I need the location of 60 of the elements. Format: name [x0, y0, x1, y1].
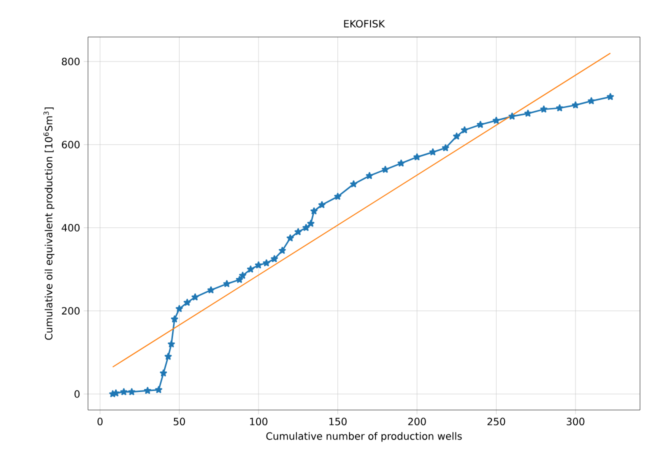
point: [524, 110, 532, 117]
point: [350, 180, 358, 188]
point: [572, 101, 580, 108]
point: [492, 116, 500, 124]
point: [128, 388, 136, 396]
point: [453, 132, 460, 140]
y-tick-label: 200: [62, 307, 80, 315]
y-tick-label: 600: [62, 140, 80, 148]
point: [442, 144, 450, 152]
x-tick-label: 100: [250, 418, 268, 426]
x-tick-label: 150: [329, 418, 347, 426]
point: [302, 224, 310, 231]
point: [382, 166, 389, 173]
point: [307, 220, 314, 227]
point: [262, 259, 270, 266]
point: [223, 280, 230, 288]
point: [429, 148, 436, 156]
point: [239, 272, 246, 279]
point: [366, 172, 374, 179]
point: [236, 276, 244, 283]
point: [334, 192, 342, 200]
point: [144, 386, 152, 394]
point: [192, 293, 199, 300]
y-tick-label: 800: [62, 58, 80, 66]
point: [168, 340, 175, 348]
point: [176, 305, 183, 312]
x-tick-label: 50: [174, 418, 185, 426]
point: [286, 234, 294, 242]
point: [247, 266, 254, 272]
point: [460, 126, 468, 134]
point: [294, 228, 302, 236]
x-tick-label: 200: [408, 418, 426, 426]
point: [155, 386, 162, 394]
point: [310, 207, 318, 214]
point: [540, 106, 548, 112]
point: [318, 201, 326, 208]
point: [170, 315, 178, 322]
point: [398, 160, 405, 167]
point: [588, 97, 595, 104]
x-tick-label: 0: [98, 418, 103, 426]
point: [160, 369, 168, 376]
x-tick-label: 300: [566, 418, 584, 426]
point: [120, 388, 128, 396]
chart-title: EKOFISK: [344, 20, 386, 28]
y-tick-label: 400: [62, 224, 80, 232]
y-axis-title: Cumulative oil equivalent production [10$^{6}$Sm$^{3}$]: [44, 108, 54, 340]
point: [606, 93, 614, 100]
point: [164, 352, 172, 360]
point: [254, 261, 262, 268]
point: [413, 153, 421, 160]
y-tick-label: 0: [74, 390, 80, 398]
point: [207, 286, 215, 294]
point: [476, 120, 484, 128]
point: [508, 112, 516, 120]
x-tick-label: 250: [487, 418, 506, 426]
point: [270, 255, 278, 262]
point: [556, 104, 564, 112]
x-axis-title: Cumulative number of production wells: [266, 432, 462, 442]
point: [184, 298, 191, 306]
point: [278, 246, 286, 254]
